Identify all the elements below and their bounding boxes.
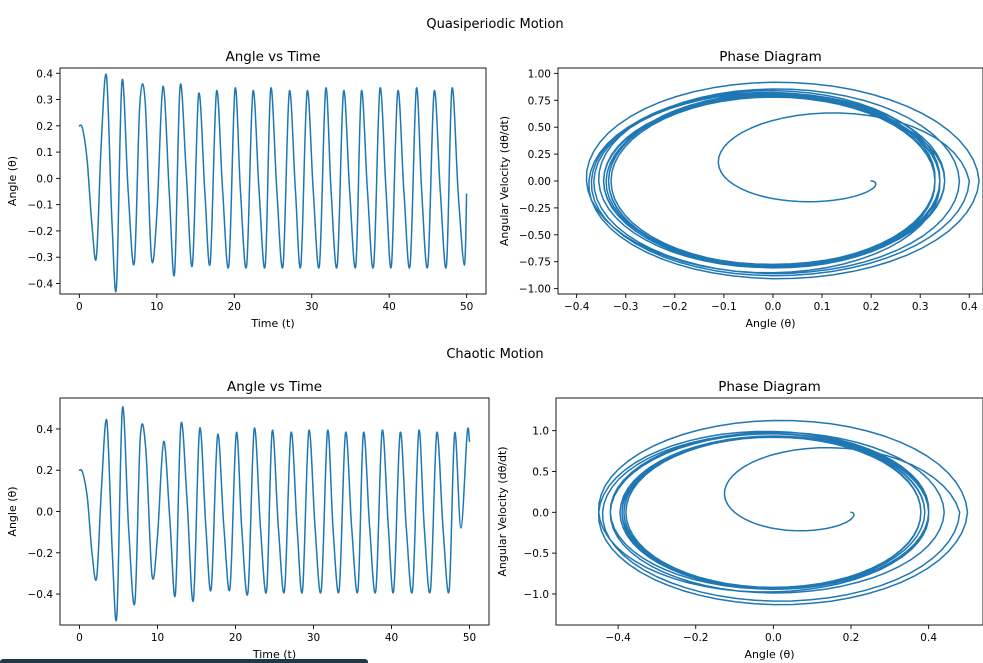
y-tick-label: 0.3 <box>36 95 53 107</box>
y-tick-label: 0.2 <box>36 121 53 133</box>
chart-title: Angle vs Time <box>227 379 322 395</box>
y-tick-label: 0.1 <box>36 147 53 159</box>
series-line <box>585 81 980 280</box>
section-title-chaotic: Chaotic Motion <box>446 347 543 362</box>
x-tick-label: 40 <box>382 301 395 313</box>
y-tick-label: −0.75 <box>519 257 551 269</box>
x-tick-label: 0.3 <box>912 301 929 313</box>
y-tick-label: −0.5 <box>524 548 550 560</box>
y-tick-label: −0.1 <box>28 200 54 212</box>
y-tick-label: −0.4 <box>28 278 54 290</box>
y-tick-label: 0.0 <box>532 507 549 519</box>
y-tick-label: 1.00 <box>528 68 551 80</box>
x-tick-label: 0.4 <box>920 632 937 644</box>
chaotic-angle-vs-time-chart: 0 10 20 30 40 50 −0.4 −0.2 0.0 0.2 0.4 Angle vs Tim… <box>6 379 490 661</box>
x-tick-label: 10 <box>150 301 163 313</box>
y-tick-label: 1.0 <box>532 426 549 438</box>
chart-title: Phase Diagram <box>718 379 821 395</box>
x-tick-label: −0.3 <box>613 301 639 313</box>
x-tick-label: 50 <box>460 301 473 313</box>
x-axis-label: Angle (θ) <box>745 317 795 330</box>
series-line <box>78 73 468 293</box>
y-tick-label: −0.2 <box>28 548 54 560</box>
x-tick-label: 0.4 <box>961 301 978 313</box>
x-tick-label: 20 <box>228 301 241 313</box>
y-tick-label: −0.25 <box>519 203 551 215</box>
axes-frame <box>59 67 487 295</box>
y-tick-label: −1.0 <box>524 589 550 601</box>
x-tick-label: 0.0 <box>765 632 782 644</box>
y-tick-label: 0.4 <box>36 68 53 80</box>
chart-title: Phase Diagram <box>719 49 822 65</box>
chart-title: Angle vs Time <box>225 49 320 65</box>
y-tick-label: 0.5 <box>532 466 549 478</box>
x-axis-label: Angle (θ) <box>744 648 794 661</box>
y-tick-label: −0.2 <box>28 226 54 238</box>
x-tick-label: 20 <box>229 632 242 644</box>
y-axis-label: Angular Velocity (dθ/dt) <box>496 446 509 576</box>
y-tick-label: 0.50 <box>528 122 551 134</box>
x-tick-label: 30 <box>305 301 318 313</box>
chaotic-phase-diagram-chart: −0.4 −0.2 0.0 0.2 0.4 −1.0 −0.5 0.0 0.5 1.0 Phase … <box>496 379 983 661</box>
y-tick-label: 0.4 <box>36 424 53 436</box>
x-axis-label: Time (t) <box>252 648 296 661</box>
section-title-quasiperiodic: Quasiperiodic Motion <box>426 17 563 32</box>
x-tick-label: 0 <box>76 632 83 644</box>
quasiperiodic-angle-vs-time-chart: 0 10 20 30 40 50 −0.4 −0.3 −0.2 −0.1 0.0 0.1 0.2 0.3 0… <box>6 49 487 330</box>
y-tick-label: 0.0 <box>36 507 53 519</box>
y-tick-label: 0.00 <box>528 176 551 188</box>
x-tick-label: −0.2 <box>683 632 709 644</box>
x-tick-label: 30 <box>307 632 320 644</box>
x-tick-label: 0.0 <box>765 301 782 313</box>
y-axis-label: Angle (θ) <box>6 156 19 206</box>
x-tick-label: 0 <box>76 301 83 313</box>
quasiperiodic-phase-diagram-chart: −0.4 −0.3 −0.2 −0.1 0.0 0.1 0.2 0.3 0.4 −1.00 −0.7… <box>498 49 983 330</box>
x-tick-label: −0.4 <box>605 632 631 644</box>
x-axis-label: Time (t) <box>250 317 294 330</box>
series-line <box>597 419 969 606</box>
x-tick-label: 0.1 <box>814 301 831 313</box>
y-axis-label: Angular Velocity (dθ/dt) <box>498 116 511 246</box>
x-tick-label: 10 <box>151 632 164 644</box>
x-tick-label: 40 <box>385 632 398 644</box>
x-tick-label: −0.4 <box>564 301 590 313</box>
taskbar-strip <box>0 659 368 663</box>
y-tick-label: −0.3 <box>28 252 54 264</box>
x-tick-label: 50 <box>463 632 476 644</box>
y-tick-label: 0.0 <box>36 173 53 185</box>
x-tick-label: 0.2 <box>863 301 880 313</box>
x-tick-label: 0.2 <box>843 632 860 644</box>
y-tick-label: −0.4 <box>28 589 54 601</box>
y-tick-label: −0.50 <box>519 230 551 242</box>
series-line <box>78 406 471 622</box>
x-tick-label: −0.2 <box>662 301 688 313</box>
y-tick-label: 0.25 <box>528 149 551 161</box>
axes-frame <box>555 397 983 626</box>
y-tick-label: 0.75 <box>528 95 551 107</box>
axes-frame <box>557 67 983 295</box>
y-tick-label: −1.00 <box>519 284 551 296</box>
y-axis-label: Angle (θ) <box>6 486 19 536</box>
x-tick-label: −0.1 <box>711 301 737 313</box>
y-tick-label: 0.2 <box>36 465 53 477</box>
